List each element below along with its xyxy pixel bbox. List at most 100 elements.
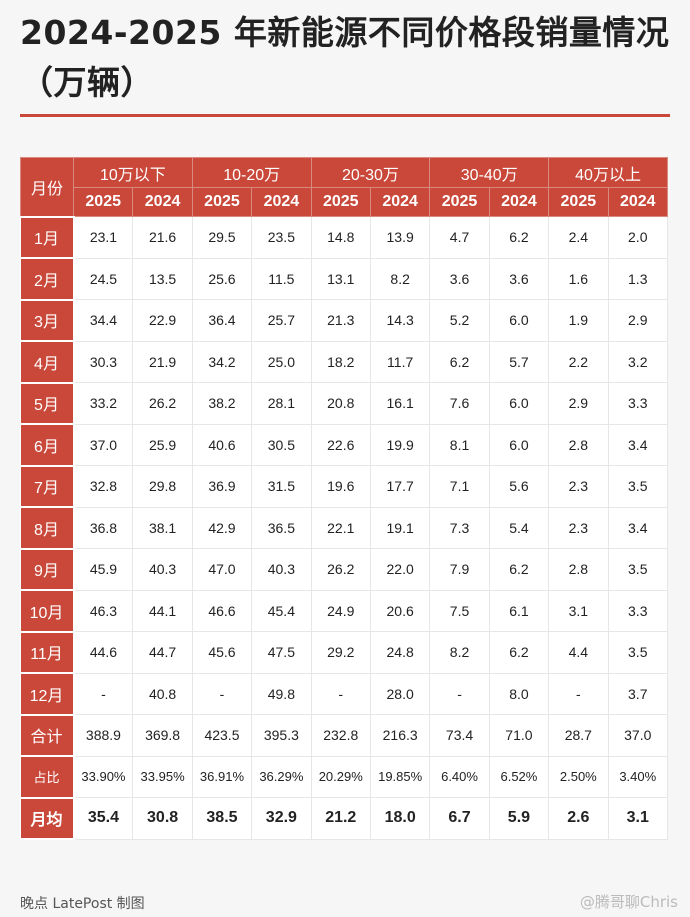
table-cell: 46.3 (72, 589, 134, 632)
table-cell: 32.9 (251, 797, 312, 840)
year-header: 2025 (429, 187, 490, 217)
table-cell: 2.3 (548, 465, 609, 508)
table-cell: 44.1 (132, 589, 193, 632)
table-cell: 3.5 (607, 465, 669, 508)
table-cell: 4.7 (429, 216, 490, 259)
table-cell: 11.5 (251, 257, 312, 300)
table-cell: 37.0 (607, 714, 669, 757)
table-cell: 6.7 (429, 797, 490, 840)
table-cell: 35.4 (72, 797, 134, 840)
sales-table: 月份 10万以下 10-20万 20-30万 30-40万 40万以上 2025 2024 20… (20, 157, 669, 840)
table-cell: 2.8 (548, 548, 609, 591)
table-cell: 6.0 (488, 382, 550, 425)
table-cell: 3.2 (607, 340, 669, 383)
table-cell: 36.8 (72, 506, 134, 549)
table-cell: 34.4 (72, 299, 134, 342)
table-cell: 21.6 (132, 216, 193, 259)
table-row: 8月 36.8 38.1 42.9 36.5 22.1 19.1 7.3 5.4 2.3 3.4 (20, 506, 669, 550)
table-cell: 3.3 (607, 382, 669, 425)
price-group-header: 10万以下 (73, 157, 193, 188)
table-cell: 25.0 (251, 340, 312, 383)
table-cell: 31.5 (251, 465, 312, 508)
table-cell: 6.2 (429, 340, 490, 383)
table-cell: 34.2 (191, 340, 253, 383)
table-cell: 32.8 (72, 465, 134, 508)
table-cell: 3.3 (607, 589, 669, 632)
table-cell: 18.2 (310, 340, 371, 383)
table-row: 6月 37.0 25.9 40.6 30.5 22.6 19.9 8.1 6.0 2.8 3.4 (20, 423, 669, 467)
table-cell: 26.2 (132, 382, 193, 425)
table-cell: 423.5 (191, 714, 253, 757)
table-cell: 45.6 (191, 631, 253, 674)
table-row: 7月 32.8 29.8 36.9 31.5 19.6 17.7 7.1 5.6 2.3 3.5 (20, 464, 669, 508)
year-header: 2025 (548, 187, 609, 217)
table-cell: 2.9 (548, 382, 609, 425)
table-cell: 216.3 (369, 714, 431, 757)
row-label: 11月 (20, 630, 75, 674)
table-cell: 29.5 (191, 216, 253, 259)
table-cell: 19.6 (310, 465, 371, 508)
table-cell: 36.9 (191, 465, 253, 508)
table-cell: 3.6 (488, 257, 550, 300)
row-label: 5月 (20, 381, 75, 425)
table-cell: 7.6 (429, 382, 490, 425)
table-cell: 38.5 (191, 797, 253, 840)
row-label: 2月 (20, 257, 75, 301)
table-cell: 40.3 (251, 548, 312, 591)
table-cell: 3.40% (607, 755, 669, 798)
table-cell: 45.4 (251, 589, 312, 632)
table-cell: 6.0 (488, 299, 550, 342)
row-label: 3月 (20, 298, 75, 342)
month-header: 月份 (20, 157, 74, 217)
table-cell: 28.0 (369, 672, 431, 715)
table-cell: 17.7 (369, 465, 431, 508)
table-cell: 46.6 (191, 589, 253, 632)
table-cell: 6.2 (488, 216, 550, 259)
table-cell: 11.7 (369, 340, 431, 383)
table-cell: 6.2 (488, 548, 550, 591)
table-cell: - (429, 672, 490, 715)
table-cell: 8.1 (429, 423, 490, 466)
table-cell: 16.1 (369, 382, 431, 425)
table-cell: - (310, 672, 371, 715)
table-cell: 30.8 (132, 797, 193, 840)
table-cell: 33.90% (72, 755, 134, 798)
table-cell: 47.5 (251, 631, 312, 674)
table-cell: 1.9 (548, 299, 609, 342)
table-cell: 2.3 (548, 506, 609, 549)
row-label: 8月 (20, 506, 75, 550)
table-cell: 20.8 (310, 382, 371, 425)
table-cell: 2.4 (548, 216, 609, 259)
table-row: 月均 35.4 30.8 38.5 32.9 21.2 18.0 6.7 5.9 2.6 3.1 (20, 796, 669, 840)
table-cell: 2.0 (607, 216, 669, 259)
table-row: 3月 34.4 22.9 36.4 25.7 21.3 14.3 5.2 6.0 1.9 2.9 (20, 298, 669, 342)
table-cell: 33.2 (72, 382, 134, 425)
table-cell: 22.0 (369, 548, 431, 591)
year-header: 2024 (369, 187, 431, 217)
table-cell: 22.6 (310, 423, 371, 466)
table-cell: 36.5 (251, 506, 312, 549)
table-cell: 1.3 (607, 257, 669, 300)
table-row: 12月 -40.8-49.8-28.0-8.0-3.7 (20, 672, 669, 716)
table-cell: 23.1 (72, 216, 134, 259)
table-cell: 8.2 (429, 631, 490, 674)
row-label: 月均 (20, 796, 75, 840)
table-cell: 6.40% (429, 755, 490, 798)
table-cell: 2.2 (548, 340, 609, 383)
table-cell: - (548, 672, 609, 715)
table-cell: 2.8 (548, 423, 609, 466)
table-cell: 7.9 (429, 548, 490, 591)
table-cell: - (191, 672, 253, 715)
year-header: 2024 (488, 187, 550, 217)
table-cell: 36.29% (251, 755, 312, 798)
table-cell: 33.95% (132, 755, 193, 798)
title-divider (20, 114, 670, 117)
row-label: 12月 (20, 672, 75, 716)
table-cell: 47.0 (191, 548, 253, 591)
row-label: 9月 (20, 547, 75, 591)
row-label: 4月 (20, 340, 75, 384)
table-cell: 7.3 (429, 506, 490, 549)
table-cell: 22.9 (132, 299, 193, 342)
price-group-header: 40万以上 (548, 157, 668, 188)
price-group-header: 10-20万 (191, 157, 312, 188)
